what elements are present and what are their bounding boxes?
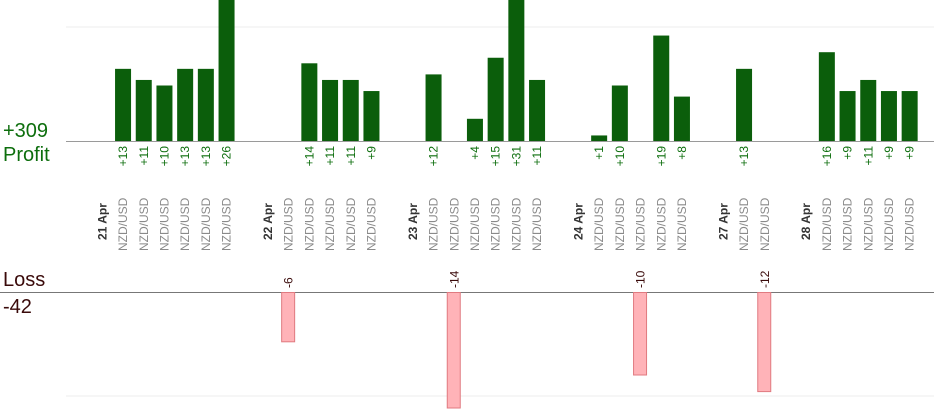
- pair-label: NZD/USD: [861, 197, 875, 251]
- profit-value-label: +19: [654, 146, 668, 167]
- profit-bar: [673, 96, 690, 141]
- pair-label: NZD/USD: [509, 197, 523, 251]
- profit-bar: [301, 63, 318, 141]
- loss-value-label: -10: [634, 270, 648, 288]
- profit-value-label: +13: [178, 146, 192, 167]
- profit-value-label: +10: [613, 146, 627, 167]
- pair-label: NZD/USD: [903, 197, 917, 251]
- pair-label: NZD/USD: [137, 197, 151, 251]
- loss-bar: [446, 292, 461, 409]
- profit-bar: [508, 0, 525, 141]
- pair-label: NZD/USD: [323, 197, 337, 251]
- loss-label: Loss: [3, 269, 46, 291]
- profit-bar: [529, 79, 546, 141]
- pair-label: NZD/USD: [820, 197, 834, 251]
- profit-value-label: +1: [592, 146, 606, 160]
- profit-value-label: +13: [116, 146, 130, 167]
- profit-value-label: +13: [737, 146, 751, 167]
- profit-bar: [818, 52, 835, 142]
- pair-label: NZD/USD: [178, 197, 192, 251]
- profit-value-label: +4: [468, 146, 482, 160]
- date-label: 22 Apr: [261, 203, 275, 240]
- pair-label: NZD/USD: [530, 197, 544, 251]
- pair-label: NZD/USD: [613, 197, 627, 251]
- profit-value-label: +9: [841, 146, 855, 160]
- pair-label: NZD/USD: [654, 197, 668, 251]
- profit-label: Profit: [3, 144, 50, 166]
- profit-bar: [466, 118, 483, 141]
- profit-bar: [177, 68, 194, 141]
- profit-value-label: +11: [323, 146, 337, 166]
- profit-bar: [135, 79, 152, 141]
- profit-bar: [901, 91, 918, 141]
- profit-bar: [591, 135, 608, 141]
- pair-label: NZD/USD: [427, 197, 441, 251]
- pair-label: NZD/USD: [302, 197, 316, 251]
- pair-label: NZD/USD: [116, 197, 130, 251]
- loss-value-label: -14: [447, 270, 461, 288]
- profit-bar: [115, 68, 132, 141]
- profit-value-label: +11: [861, 146, 875, 166]
- loss-bar: [633, 292, 648, 376]
- profit-bar: [736, 68, 753, 141]
- profit-bar: [860, 79, 877, 141]
- pair-label: NZD/USD: [758, 197, 772, 251]
- loss-bar: [757, 292, 772, 393]
- profit-bar: [611, 85, 628, 141]
- pair-label: NZD/USD: [841, 197, 855, 251]
- pair-label: NZD/USD: [675, 197, 689, 251]
- profit-value-label: +9: [882, 146, 896, 160]
- profit-bar: [322, 79, 339, 141]
- profit-total: +309: [3, 120, 49, 142]
- pair-label: NZD/USD: [220, 197, 234, 251]
- profit-bar: [156, 85, 173, 141]
- profit-value-label: +9: [903, 146, 917, 160]
- date-label: 23 Apr: [406, 203, 420, 240]
- profit-bar: [880, 91, 897, 141]
- profit-value-label: +10: [157, 146, 171, 167]
- profit-value-label: +11: [344, 146, 358, 166]
- profit-bar: [363, 91, 380, 141]
- profit-value-label: +14: [302, 146, 316, 167]
- pair-label: NZD/USD: [489, 197, 503, 251]
- profit-bar: [653, 35, 670, 141]
- profit-value-label: +8: [675, 146, 689, 160]
- profit-value-label: +9: [364, 146, 378, 160]
- pair-label: NZD/USD: [468, 197, 482, 251]
- loss-bar: [281, 292, 296, 343]
- profit-value-label: +31: [509, 146, 523, 167]
- profit-value-label: +15: [489, 146, 503, 167]
- pair-label: NZD/USD: [199, 197, 213, 251]
- loss-total: -42: [3, 296, 32, 318]
- date-label: 24 Apr: [571, 203, 585, 240]
- profit-bar: [487, 57, 504, 141]
- profit-value-label: +13: [199, 146, 213, 167]
- profit-value-label: +16: [820, 146, 834, 167]
- date-label: 27 Apr: [716, 203, 730, 240]
- profit-value-label: +26: [220, 146, 234, 167]
- pair-label: NZD/USD: [882, 197, 896, 251]
- profit-value-label: +11: [137, 146, 151, 166]
- pair-label: NZD/USD: [344, 197, 358, 251]
- pair-label: NZD/USD: [447, 197, 461, 251]
- profit-bar: [218, 0, 235, 141]
- date-label: 21 Apr: [95, 203, 109, 240]
- pair-label: NZD/USD: [592, 197, 606, 251]
- profit-bar: [197, 68, 214, 141]
- pair-label: NZD/USD: [737, 197, 751, 251]
- profit-bar: [839, 91, 856, 141]
- pair-label: NZD/USD: [364, 197, 378, 251]
- pair-label: NZD/USD: [282, 197, 296, 251]
- profit-bar: [425, 74, 442, 141]
- pair-label: NZD/USD: [157, 197, 171, 251]
- loss-value-label: -12: [758, 270, 772, 288]
- pair-label: NZD/USD: [634, 197, 648, 251]
- profit-value-label: +11: [530, 146, 544, 166]
- profit-bar: [342, 79, 359, 141]
- profit-value-label: +12: [427, 146, 441, 167]
- date-label: 28 Apr: [799, 203, 813, 240]
- loss-value-label: -6: [282, 277, 296, 288]
